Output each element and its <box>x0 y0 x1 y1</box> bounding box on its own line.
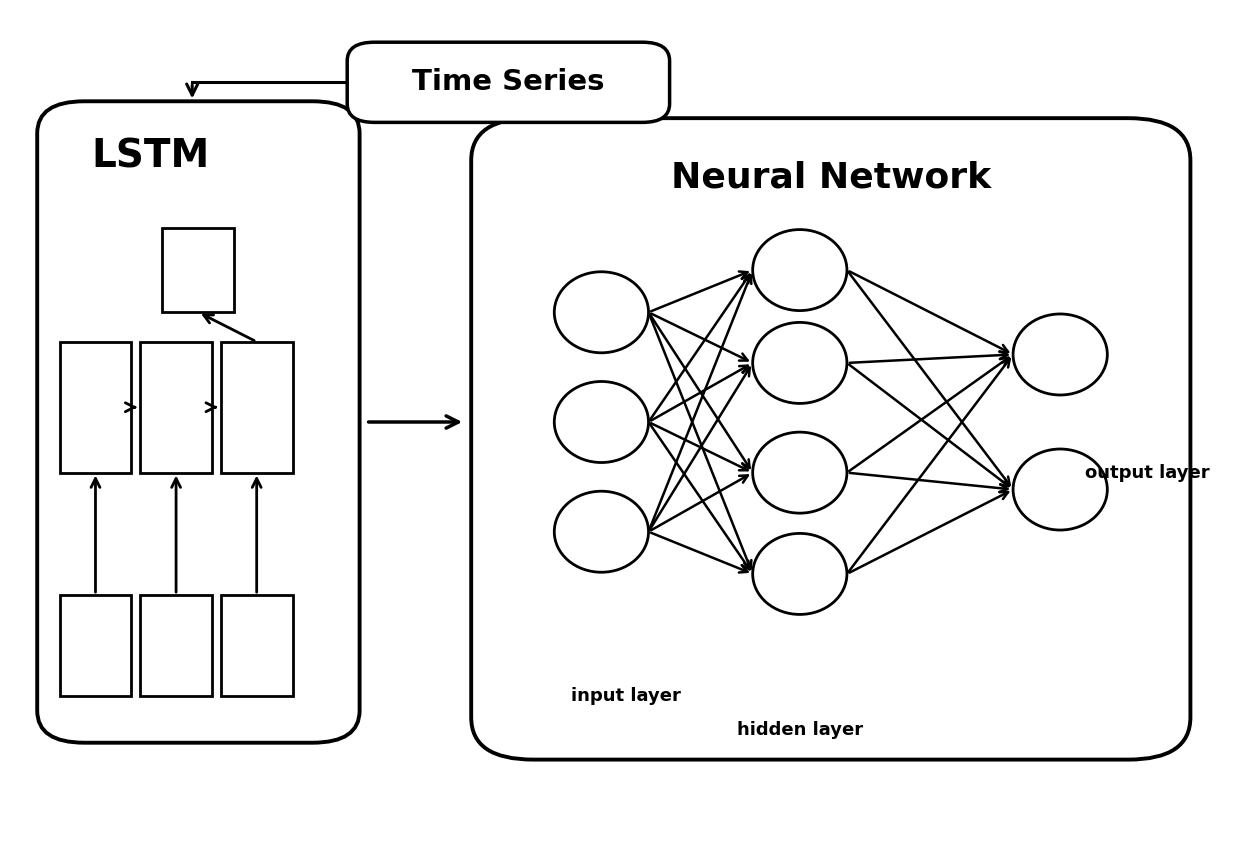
Text: input layer: input layer <box>572 687 681 706</box>
Text: Time Series: Time Series <box>412 68 605 96</box>
Ellipse shape <box>753 533 847 614</box>
Bar <box>162 228 234 312</box>
Bar <box>140 595 212 696</box>
Text: output layer: output layer <box>1085 463 1210 482</box>
Ellipse shape <box>753 230 847 311</box>
Ellipse shape <box>753 432 847 513</box>
FancyBboxPatch shape <box>347 42 670 122</box>
Bar <box>60 595 131 696</box>
FancyBboxPatch shape <box>37 101 360 743</box>
Ellipse shape <box>554 272 649 353</box>
Bar <box>221 595 293 696</box>
Bar <box>60 342 131 473</box>
Text: Neural Network: Neural Network <box>671 160 991 194</box>
Ellipse shape <box>554 491 649 572</box>
Text: hidden layer: hidden layer <box>737 721 863 739</box>
Text: LSTM: LSTM <box>91 137 210 176</box>
Ellipse shape <box>1013 449 1107 530</box>
Ellipse shape <box>753 322 847 403</box>
FancyBboxPatch shape <box>471 118 1190 760</box>
Bar <box>140 342 212 473</box>
Bar <box>221 342 293 473</box>
Ellipse shape <box>554 381 649 463</box>
Ellipse shape <box>1013 314 1107 395</box>
